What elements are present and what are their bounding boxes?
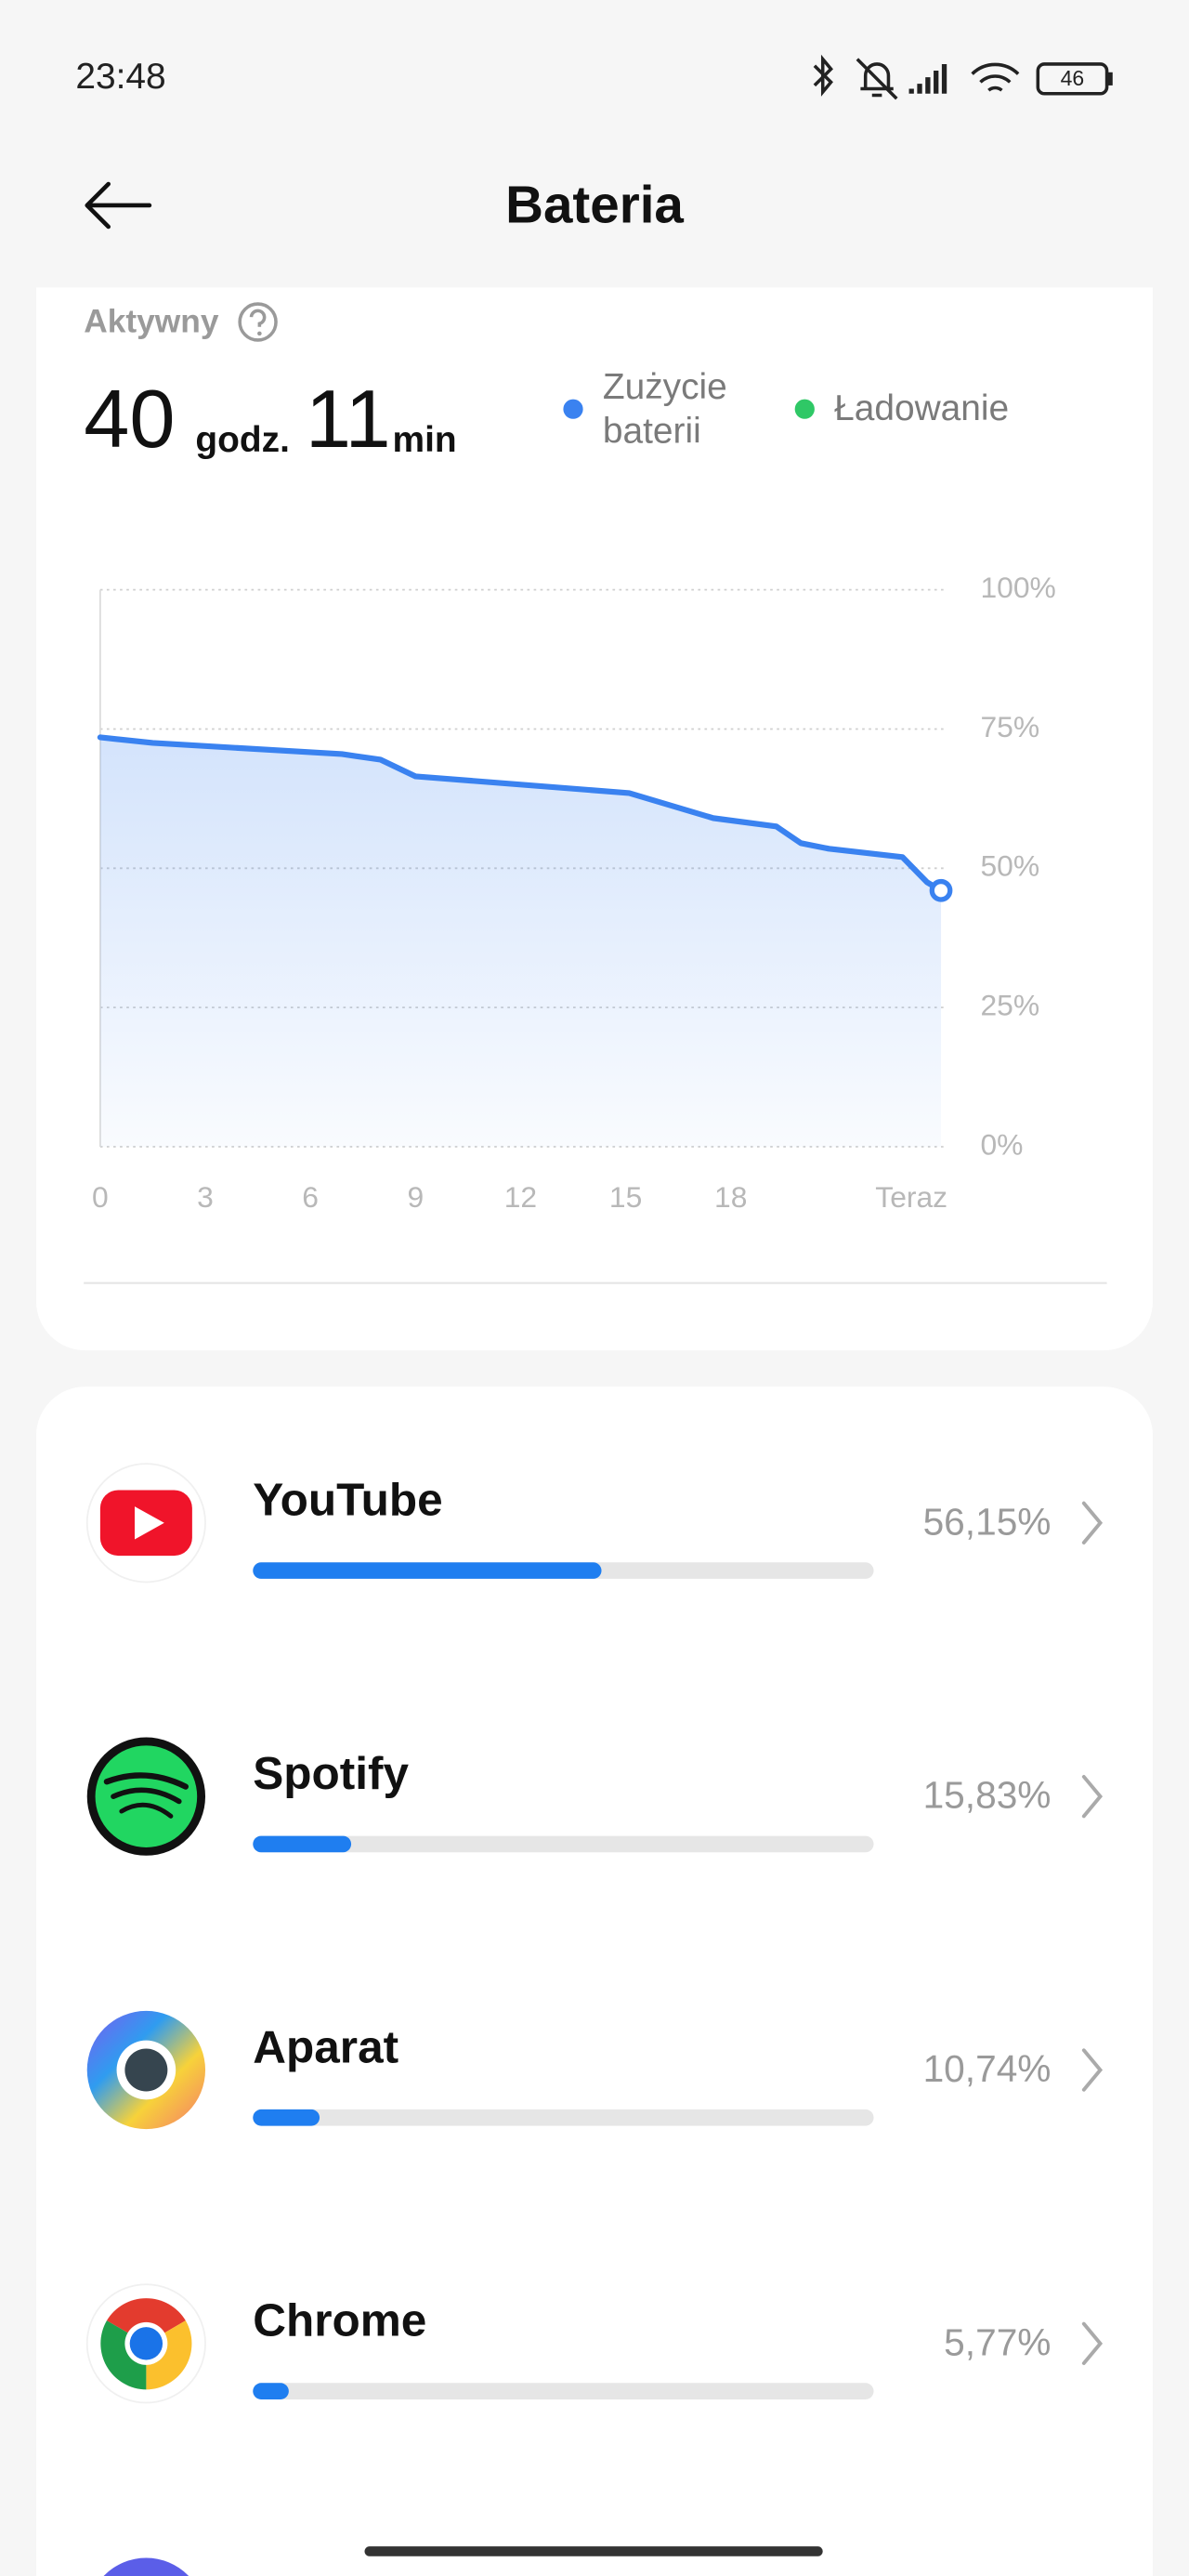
status-time: 23:48: [75, 57, 165, 97]
legend-dot: [794, 399, 815, 419]
home-indicator: [364, 2546, 823, 2556]
app-name: Aparat: [253, 2021, 399, 2072]
app-row[interactable]: Chrome 5,77%: [36, 2207, 1153, 2479]
chevron: [1081, 1501, 1104, 1544]
bar: [253, 1835, 352, 1853]
page-title: Bateria: [505, 175, 684, 233]
end-point: [929, 878, 953, 902]
chevron: [1081, 2321, 1104, 2366]
icon-shape: [111, 1787, 182, 1805]
y-tick-label: 25%: [980, 989, 1039, 1022]
app-share: 15,83%: [923, 1774, 1052, 1817]
active-minutes: 11: [306, 373, 391, 465]
active-label: Aktywny: [84, 304, 219, 340]
bar-track: [253, 2109, 874, 2126]
icon-shape: [95, 1745, 198, 1847]
icon-shape: [119, 1802, 174, 1819]
line: [97, 734, 945, 894]
minutes-unit: min: [393, 420, 457, 460]
status-icons: [813, 54, 1113, 100]
bar-track: [253, 1835, 874, 1853]
x-tick-label: 18: [714, 1180, 747, 1214]
app-share: 5,77%: [944, 2320, 1051, 2363]
bar: [253, 2383, 289, 2399]
y-tick-label: 0%: [980, 1127, 1023, 1161]
x-tick-label: 12: [504, 1180, 537, 1214]
icon-shape: [103, 1772, 189, 1790]
hours-unit: godz.: [195, 420, 289, 460]
app-name: YouTube: [253, 1475, 442, 1526]
app-name: Spotify: [253, 1748, 409, 1799]
bar: [253, 1562, 602, 1579]
help-icon[interactable]: [238, 302, 278, 342]
app-row[interactable]: Aparat 10,74%: [36, 1934, 1153, 2206]
bar: [253, 2109, 320, 2126]
legend-label: Zużycie baterii: [603, 367, 727, 452]
bar-track: [253, 2383, 874, 2399]
x-tick-label: Teraz: [875, 1180, 947, 1214]
app-row[interactable]: Spotify 15,83%: [36, 1660, 1153, 1932]
y-tick-label: 100%: [980, 571, 1055, 604]
x-tick-label: 15: [609, 1180, 642, 1214]
app-icon-partial: [103, 2557, 189, 2576]
legend-label: Ładowanie: [834, 388, 1009, 428]
apps-card: [35, 1387, 1154, 2576]
icon-shape: [135, 1506, 164, 1540]
status-battery: 46: [1061, 66, 1085, 90]
app-share: 56,15%: [923, 1500, 1052, 1543]
x-tick-label: 9: [407, 1180, 424, 1214]
back-button[interactable]: [66, 164, 171, 246]
app-row[interactable]: YouTube 56,15%: [36, 1387, 1153, 1659]
app-share: 10,74%: [923, 2047, 1052, 2090]
legend-dot: [563, 399, 583, 419]
app-name: Chrome: [253, 2295, 426, 2346]
chevron: [1081, 2048, 1104, 2092]
icon-shape: [124, 2048, 168, 2092]
area: [99, 737, 942, 1147]
x-tick-label: 6: [302, 1180, 319, 1214]
x-tick-label: 3: [197, 1180, 214, 1214]
y-tick-label: 50%: [980, 849, 1039, 883]
icon-shape: [106, 2298, 186, 2344]
y-tick-label: 75%: [980, 710, 1039, 743]
icon-shape: [129, 2327, 163, 2360]
chevron: [1081, 1774, 1104, 1819]
active-hours: 40: [84, 373, 175, 465]
x-tick-label: 0: [92, 1180, 109, 1214]
